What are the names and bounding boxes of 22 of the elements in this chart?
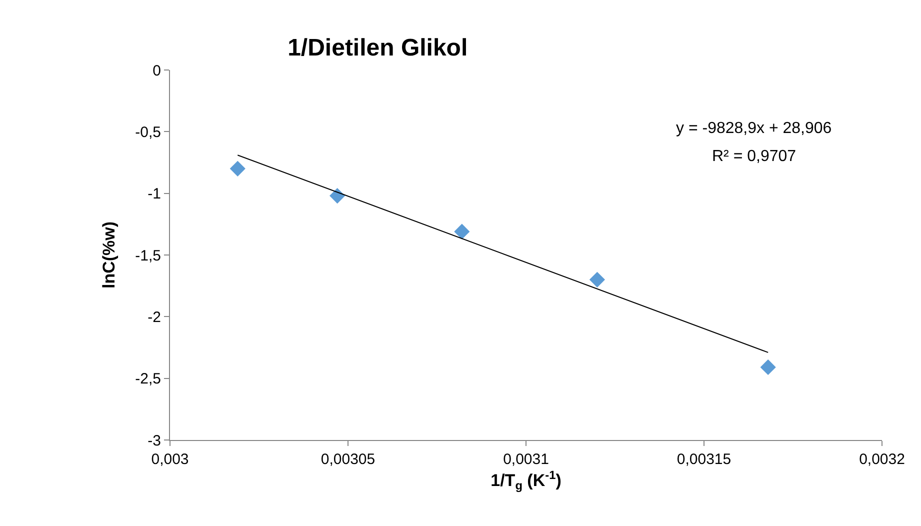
x-tick-label: 0,0032: [859, 451, 905, 468]
chart-title: 1/Dietilen Glikol: [288, 34, 468, 62]
x-tick-label: 0,0031: [503, 451, 549, 468]
y-axis-title: lnC(%w): [100, 221, 119, 289]
point: [454, 224, 470, 240]
point: [760, 359, 776, 376]
annotation: y = -9828,9x + 28,906: [676, 120, 832, 137]
point: [330, 188, 346, 204]
point: [589, 272, 605, 288]
x-tick-label: 0,00305: [320, 451, 376, 468]
x-tick-label: 0,00315: [676, 451, 732, 468]
annotation: R² = 0,9707: [712, 148, 796, 165]
y-tick-label: -0,5: [135, 124, 161, 141]
x-axis-title: 1/T$_{g}$ (K$^{-1}$): [490, 468, 562, 493]
y-tick-label: -2,5: [135, 370, 161, 388]
y-tick-label: -3: [148, 432, 161, 450]
x-tick-label: 0,003: [151, 451, 189, 468]
y-tick-label: -2: [148, 308, 161, 326]
y-tick-label: -1: [148, 186, 161, 203]
y-tick-label: 0: [152, 62, 161, 80]
point: [230, 160, 246, 176]
y-tick-label: -1,5: [135, 247, 161, 264]
